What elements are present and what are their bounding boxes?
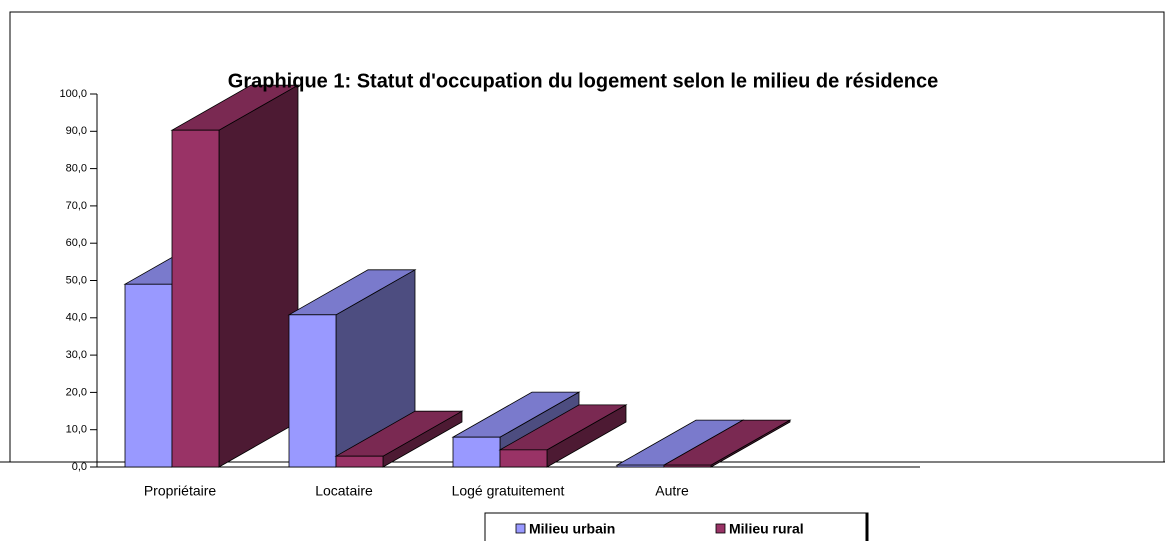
y-tick-label: 50,0	[66, 274, 87, 286]
bar-side	[218, 84, 299, 468]
x-tick-label: Autre	[655, 483, 689, 499]
legend-swatch	[715, 523, 726, 534]
bar	[616, 464, 665, 468]
bar	[452, 436, 501, 468]
y-tick-label: 20,0	[66, 386, 87, 398]
y-tick-label: 90,0	[66, 125, 87, 137]
x-tick-label: Locataire	[315, 483, 373, 499]
bar	[288, 314, 337, 468]
chart-title: Graphique 1: Statut d'occupation du loge…	[228, 70, 938, 92]
bar	[335, 455, 384, 468]
bar	[499, 449, 548, 468]
y-tick-label: 0,0	[72, 461, 87, 473]
legend-swatch	[515, 523, 526, 534]
y-tick-label: 40,0	[66, 312, 87, 324]
chart-frame	[9, 11, 1165, 462]
y-tick-label: 60,0	[66, 237, 87, 249]
y-tick-label: 70,0	[66, 200, 87, 212]
y-tick-label: 10,0	[66, 424, 87, 436]
bar	[663, 464, 712, 468]
y-tick-label: 100,0	[59, 88, 87, 100]
y-tick-label: 30,0	[66, 349, 87, 361]
bar	[171, 129, 220, 468]
x-tick-label: Propriétaire	[144, 483, 217, 499]
bars	[123, 84, 792, 468]
legend: Milieu urbain Milieu rural	[515, 521, 804, 537]
legend-label: Milieu rural	[729, 521, 804, 537]
y-tick-label: 80,0	[66, 163, 87, 175]
bar	[124, 283, 173, 468]
legend-label: Milieu urbain	[529, 521, 615, 537]
x-tick-label: Logé gratuitement	[452, 483, 565, 499]
